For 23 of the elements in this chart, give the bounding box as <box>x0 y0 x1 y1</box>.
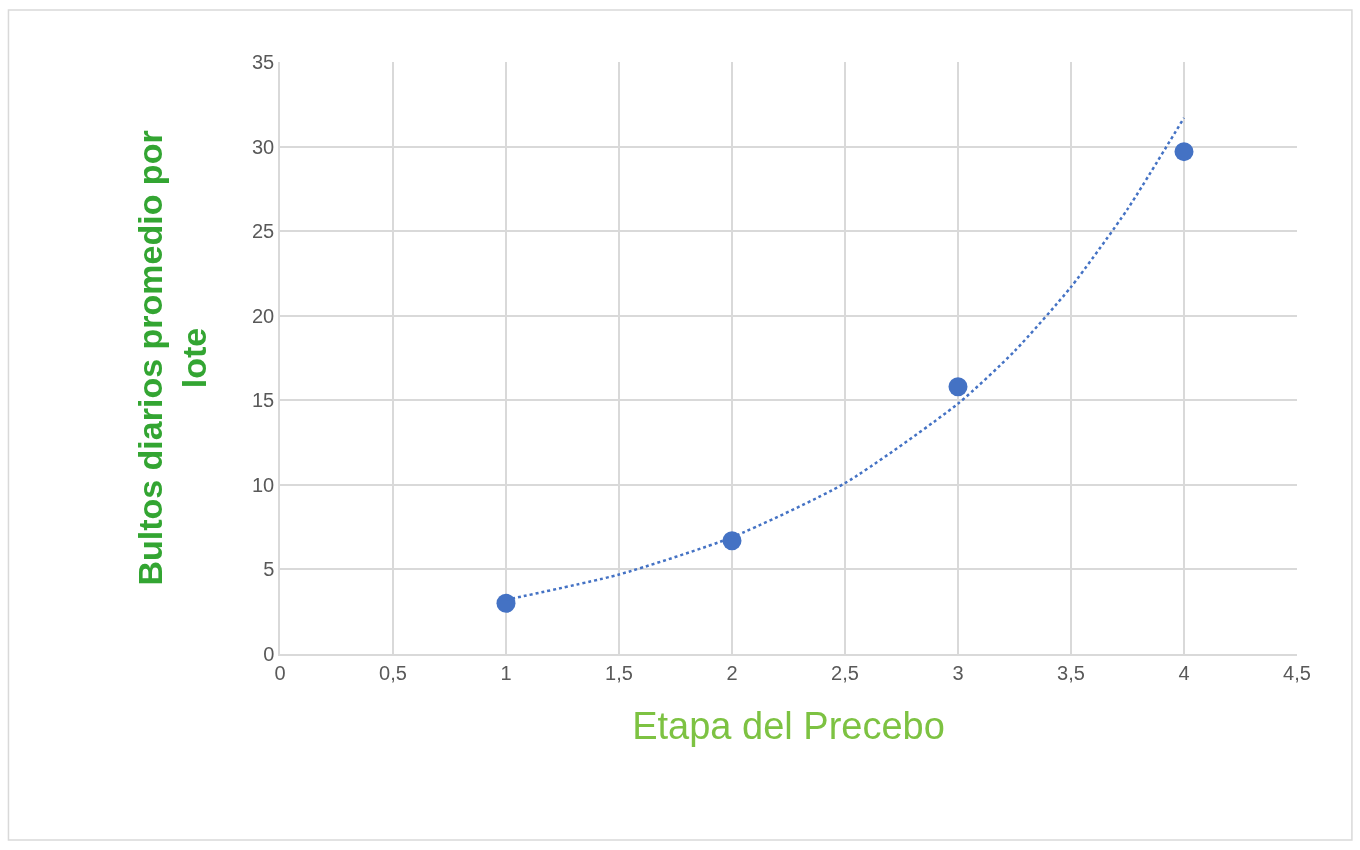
y-tick-label: 15 <box>252 389 275 412</box>
y-tick-label: 0 <box>263 643 275 665</box>
point <box>496 593 516 613</box>
x-axis-title: Etapa del Precebo <box>632 705 945 748</box>
x-tick-label: 3,5 <box>1057 661 1085 684</box>
y-tick-label: 10 <box>252 473 275 496</box>
x-tick-label: 1 <box>500 661 512 684</box>
x-tick-label: 4,5 <box>1283 661 1311 684</box>
point <box>722 531 742 551</box>
y-tick-label: 20 <box>252 304 275 327</box>
y-tick-label: 30 <box>252 135 275 158</box>
x-tick-label: 4 <box>1178 661 1190 684</box>
x-tick-label: 1,5 <box>605 661 633 684</box>
y-tick-label: 5 <box>263 558 275 581</box>
point <box>1174 142 1194 162</box>
x-tick-label: 0,5 <box>379 661 407 684</box>
y-tick-label: 35 <box>252 51 275 73</box>
x-tick-label: 3 <box>952 661 964 684</box>
y-axis-title: Bultos diarios promedio por lote <box>130 130 214 586</box>
x-tick-label: 2,5 <box>831 661 859 684</box>
x-tick-label: 2 <box>726 661 738 684</box>
y-tick-label: 25 <box>252 220 275 243</box>
point <box>948 377 968 397</box>
